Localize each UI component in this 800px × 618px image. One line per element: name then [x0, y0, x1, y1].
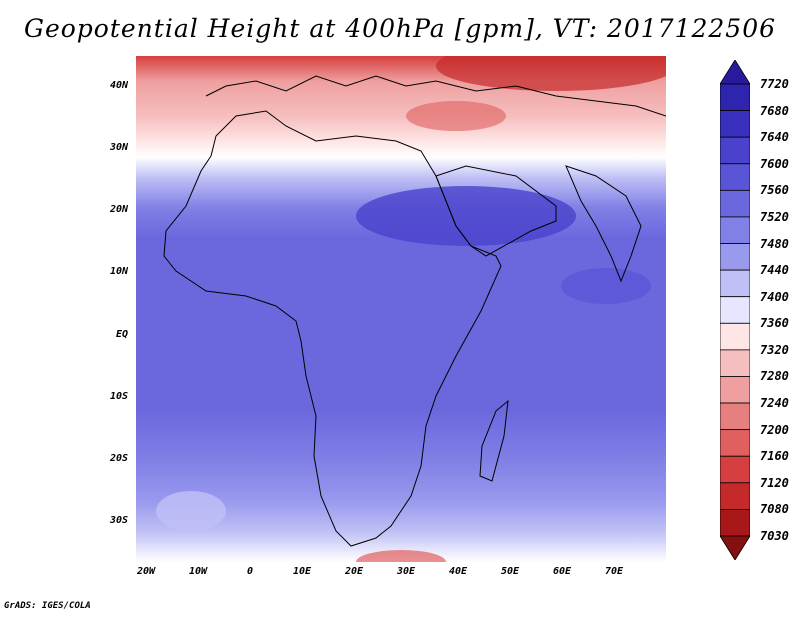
colorbar-segment — [720, 136, 750, 165]
lat-label-30s: 30S — [109, 515, 128, 526]
lat-label-20s: 20S — [109, 453, 128, 464]
colorbar-segment — [720, 402, 750, 431]
colorbar-segment — [720, 455, 750, 484]
colorbar-label: 7480 — [760, 236, 789, 251]
colorbar-label: 7680 — [760, 103, 789, 118]
colorbar-label: 7200 — [760, 422, 789, 437]
colorbar-label: 7280 — [760, 369, 789, 384]
high-region-arabian-sea — [561, 268, 651, 304]
colorbar-label: 7520 — [760, 209, 789, 224]
colorbar-segment — [720, 269, 750, 298]
colorbar-segment — [720, 243, 750, 271]
colorbar-segment — [720, 535, 750, 560]
africa-coastline — [163, 110, 502, 547]
colorbar — [720, 60, 750, 560]
colorbar-segment — [720, 83, 750, 111]
grads-credit: GrADS: IGES/COLA — [4, 601, 91, 611]
colorbar-label: 7360 — [760, 316, 789, 331]
colorbar-segment — [720, 60, 750, 85]
map-plot — [136, 56, 666, 562]
low-red-region-south — [356, 550, 446, 562]
colorbar-segment — [720, 216, 750, 244]
lon-label-10e: 10E — [292, 566, 312, 577]
colorbar-segment — [720, 163, 750, 191]
europe-coastline — [205, 75, 666, 117]
colorbar-label: 7600 — [760, 156, 789, 171]
lat-label-10n: 10N — [109, 266, 128, 277]
india-outline — [565, 165, 642, 283]
madagascar-outline — [479, 399, 509, 482]
colorbar-label: 7320 — [760, 342, 789, 357]
lat-label-eq: EQ — [115, 329, 128, 340]
colorbar-label: 7240 — [760, 396, 789, 411]
lat-label-20n: 20N — [109, 204, 128, 215]
light-region-southwest — [156, 491, 226, 531]
low-red-region-north — [436, 56, 666, 91]
lon-label-30e: 30E — [396, 566, 416, 577]
lat-label-40n: 40N — [109, 80, 128, 91]
lon-label-20w: 20W — [136, 566, 156, 577]
lon-label-50e: 50E — [500, 566, 520, 577]
colorbar-label: 7400 — [760, 289, 789, 304]
lon-label-0: 0 — [246, 566, 254, 577]
colorbar-label: 7720 — [760, 77, 789, 91]
colorbar-segment — [720, 482, 750, 510]
colorbar-segment — [720, 322, 750, 351]
colorbar-label: 7160 — [760, 449, 789, 464]
lat-label-30n: 30N — [109, 142, 128, 153]
lat-label-10s: 10S — [109, 391, 128, 402]
lon-label-20e: 20E — [344, 566, 364, 577]
colorbar-segment — [720, 110, 750, 138]
colorbar-label: 7080 — [760, 502, 789, 517]
height-field-background — [136, 56, 666, 562]
colorbar-segment — [720, 189, 750, 218]
high-dark-blue-region — [356, 186, 576, 246]
colorbar-segment — [720, 296, 750, 324]
colorbar-segment — [720, 376, 750, 404]
low-red-region-turkey — [406, 101, 506, 131]
arabia-outline — [435, 165, 557, 257]
colorbar-label: 7440 — [760, 263, 789, 278]
colorbar-label: 7560 — [760, 183, 789, 198]
colorbar-label: 7120 — [760, 475, 789, 490]
colorbar-label: 7030 — [760, 529, 789, 543]
lon-label-40e: 40E — [448, 566, 468, 577]
lon-label-10w: 10W — [188, 566, 208, 577]
colorbar-segment — [720, 429, 750, 457]
lon-label-60e: 60E — [552, 566, 572, 577]
colorbar-label: 7640 — [760, 130, 789, 145]
colorbar-segment — [720, 349, 750, 377]
colorbar-segment — [720, 509, 750, 537]
chart-title: Geopotential Height at 400hPa [gpm], VT:… — [23, 14, 777, 43]
lon-label-70e: 70E — [604, 566, 624, 577]
